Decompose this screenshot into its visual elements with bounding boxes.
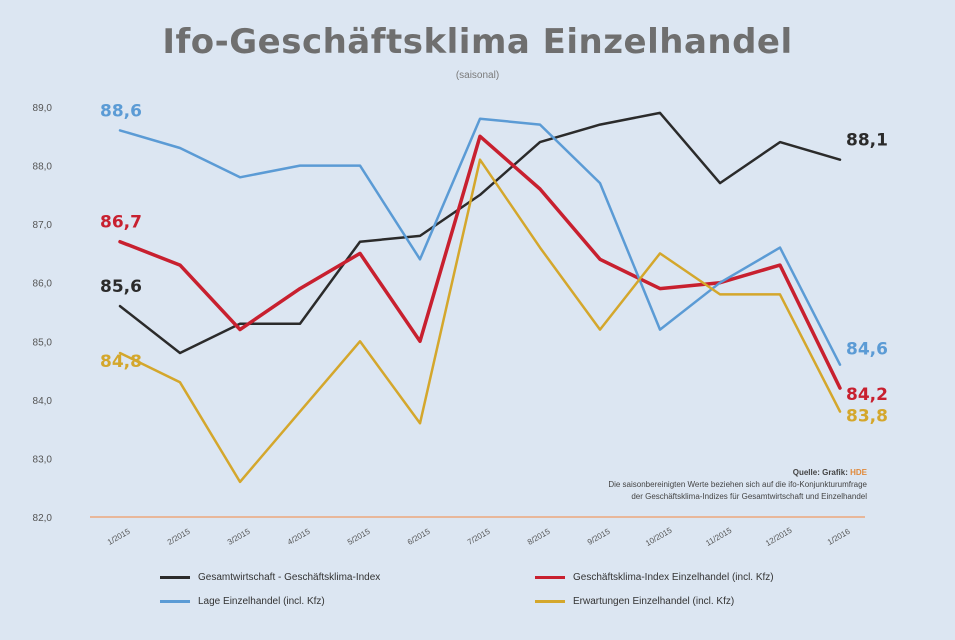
legend-item-geschaeftsklima-einzelhandel: Geschäftsklima-Index Einzelhandel (incl.… (535, 572, 774, 583)
series-start-label: 86,7 (100, 213, 142, 233)
series-end-label: 88,1 (846, 131, 888, 151)
x-tick-label: 11/2015 (704, 526, 734, 548)
source-note-line-1: Die saisonbereinigten Werte beziehen sic… (608, 480, 867, 489)
x-tick-label: 1/2016 (826, 527, 852, 547)
y-tick-label: 82,0 (33, 513, 53, 524)
chart-title: Ifo-Geschäftsklima Einzelhandel (162, 22, 793, 62)
x-tick-label: 1/2015 (106, 527, 132, 547)
y-tick-label: 89,0 (33, 103, 53, 114)
series-start-label: 84,8 (100, 352, 142, 372)
legend-item-lage-einzelhandel: Lage Einzelhandel (incl. Kfz) (160, 596, 325, 607)
series-start-label: 88,6 (100, 101, 142, 121)
legend-item-erwartungen-einzelhandel: Erwartungen Einzelhandel (incl. Kfz) (535, 596, 734, 607)
y-tick-label: 88,0 (33, 162, 53, 173)
source-label: Quelle: Grafik: (792, 468, 848, 477)
x-tick-label: 9/2015 (586, 527, 612, 547)
chart-legend: Gesamtwirtschaft - Geschäftsklima-Index … (0, 568, 955, 618)
legend-swatch (160, 576, 190, 579)
legend-swatch (535, 576, 565, 579)
x-tick-label: 2/2015 (166, 527, 192, 547)
legend-label: Lage Einzelhandel (incl. Kfz) (198, 596, 325, 607)
source-highlight: HDE (850, 468, 867, 477)
series-start-label: 85,6 (100, 277, 142, 297)
series-end-label: 83,8 (846, 407, 888, 427)
legend-swatch (160, 600, 190, 603)
y-tick-label: 85,0 (33, 337, 53, 348)
y-tick-label: 83,0 (33, 454, 53, 465)
series-line (118, 111, 842, 355)
legend-item-gesamtwirtschaft: Gesamtwirtschaft - Geschäftsklima-Index (160, 572, 380, 583)
y-tick-label: 84,0 (33, 396, 53, 407)
series-line (118, 117, 842, 366)
y-tick-label: 86,0 (33, 279, 53, 290)
legend-label: Geschäftsklima-Index Einzelhandel (incl.… (573, 572, 774, 583)
x-tick-label: 5/2015 (346, 527, 372, 547)
legend-label: Gesamtwirtschaft - Geschäftsklima-Index (198, 572, 381, 583)
x-tick-label: 12/2015 (764, 525, 794, 548)
x-tick-label: 6/2015 (406, 527, 432, 547)
x-tick-label: 4/2015 (286, 527, 312, 547)
legend-swatch (535, 600, 565, 603)
source-note: Quelle: Grafik: HDE Die saisonbereinigte… (467, 467, 867, 503)
y-tick-label: 87,0 (33, 220, 53, 231)
series-end-label: 84,2 (846, 385, 888, 405)
chart-subtitle: (saisonal) (455, 70, 500, 81)
x-tick-label: 8/2015 (526, 527, 552, 547)
legend-label: Erwartungen Einzelhandel (incl. Kfz) (573, 596, 735, 607)
x-tick-label: 3/2015 (226, 527, 252, 547)
series-end-label: 84,6 (846, 340, 888, 360)
x-tick-label: 10/2015 (644, 525, 674, 548)
x-tick-label: 7/2015 (466, 527, 492, 547)
source-note-line-2: der Geschäftsklima-Indizes für Gesamtwir… (631, 492, 867, 501)
series-line (118, 158, 842, 484)
